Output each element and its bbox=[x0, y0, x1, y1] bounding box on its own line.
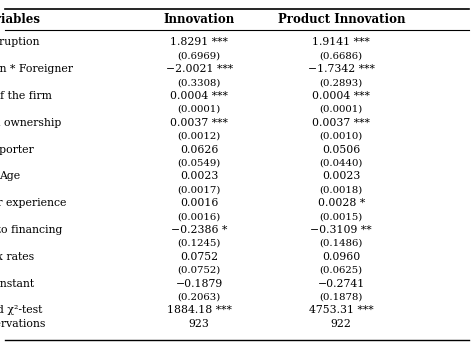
Text: (0.0752): (0.0752) bbox=[177, 266, 221, 275]
Text: Observations: Observations bbox=[0, 319, 46, 329]
Text: −0.3109 **: −0.3109 ** bbox=[310, 225, 372, 235]
Text: (0.6969): (0.6969) bbox=[178, 52, 220, 60]
Text: (0.3308): (0.3308) bbox=[177, 78, 221, 87]
Text: (0.0012): (0.0012) bbox=[177, 132, 221, 141]
Text: Corruption * Foreigner: Corruption * Foreigner bbox=[0, 64, 73, 74]
Text: 0.0023: 0.0023 bbox=[180, 172, 218, 181]
Text: (0.1878): (0.1878) bbox=[319, 293, 363, 301]
Text: Constant: Constant bbox=[0, 279, 34, 288]
Text: (0.2893): (0.2893) bbox=[319, 78, 363, 87]
Text: 0.0960: 0.0960 bbox=[322, 252, 360, 262]
Text: 1884.18 ***: 1884.18 *** bbox=[167, 306, 231, 315]
Text: 0.0016: 0.0016 bbox=[180, 198, 218, 208]
Text: Foreign ownership: Foreign ownership bbox=[0, 118, 61, 128]
Text: Corruption: Corruption bbox=[0, 38, 40, 47]
Text: −0.2741: −0.2741 bbox=[318, 279, 365, 288]
Text: −2.0021 ***: −2.0021 *** bbox=[165, 64, 233, 74]
Text: 922: 922 bbox=[331, 319, 352, 329]
Text: (0.0010): (0.0010) bbox=[319, 132, 363, 141]
Text: −1.7342 ***: −1.7342 *** bbox=[308, 64, 375, 74]
Text: (0.2063): (0.2063) bbox=[177, 293, 221, 301]
Text: 0.0028 *: 0.0028 * bbox=[318, 198, 365, 208]
Text: (0.0625): (0.0625) bbox=[320, 266, 363, 275]
Text: (0.6686): (0.6686) bbox=[320, 52, 363, 60]
Text: Age: Age bbox=[0, 172, 20, 181]
Text: Wald χ²-test: Wald χ²-test bbox=[0, 306, 42, 315]
Text: (0.0549): (0.0549) bbox=[177, 159, 221, 167]
Text: 0.0752: 0.0752 bbox=[180, 252, 218, 262]
Text: Tax rates: Tax rates bbox=[0, 252, 35, 262]
Text: (0.0001): (0.0001) bbox=[177, 105, 221, 114]
Text: Manager experience: Manager experience bbox=[0, 198, 66, 208]
Text: Innovation: Innovation bbox=[164, 13, 235, 26]
Text: Exporter: Exporter bbox=[0, 145, 34, 155]
Text: Size of the firm: Size of the firm bbox=[0, 91, 52, 101]
Text: 923: 923 bbox=[189, 319, 210, 329]
Text: (0.1486): (0.1486) bbox=[319, 239, 363, 248]
Text: 4753.31 ***: 4753.31 *** bbox=[309, 306, 374, 315]
Text: 1.9141 ***: 1.9141 *** bbox=[312, 38, 370, 47]
Text: 0.0004 ***: 0.0004 *** bbox=[170, 91, 228, 101]
Text: 0.0037 ***: 0.0037 *** bbox=[170, 118, 228, 128]
Text: −0.1879: −0.1879 bbox=[175, 279, 223, 288]
Text: Access to financing: Access to financing bbox=[0, 225, 63, 235]
Text: Product Innovation: Product Innovation bbox=[278, 13, 405, 26]
Text: (0.0017): (0.0017) bbox=[177, 185, 221, 194]
Text: 1.8291 ***: 1.8291 *** bbox=[170, 38, 228, 47]
Text: (0.0016): (0.0016) bbox=[177, 212, 221, 221]
Text: 0.0626: 0.0626 bbox=[180, 145, 218, 155]
Text: −0.2386 *: −0.2386 * bbox=[171, 225, 227, 235]
Text: (0.0018): (0.0018) bbox=[319, 185, 363, 194]
Text: 0.0037 ***: 0.0037 *** bbox=[312, 118, 370, 128]
Text: 0.0506: 0.0506 bbox=[322, 145, 360, 155]
Text: 0.0023: 0.0023 bbox=[322, 172, 360, 181]
Text: (0.0001): (0.0001) bbox=[319, 105, 363, 114]
Text: Variables: Variables bbox=[0, 13, 40, 26]
Text: (0.1245): (0.1245) bbox=[177, 239, 221, 248]
Text: 0.0004 ***: 0.0004 *** bbox=[312, 91, 370, 101]
Text: (0.0440): (0.0440) bbox=[319, 159, 363, 167]
Text: (0.0015): (0.0015) bbox=[319, 212, 363, 221]
